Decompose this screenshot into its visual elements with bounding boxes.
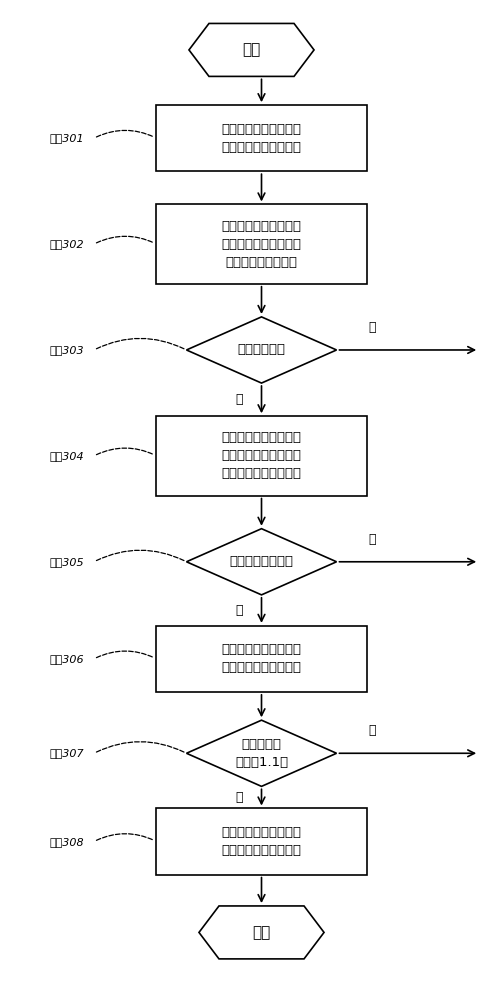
- Text: 变桨控制器通过通信控
制充电器输出，并根据
能量守恒计算充电电流: 变桨控制器通过通信控 制充电器输出，并根据 能量守恒计算充电电流: [221, 431, 301, 480]
- Text: 暂停充电输出，等待电
压下降至额定电压以下: 暂停充电输出，等待电 压下降至额定电压以下: [221, 826, 301, 857]
- Text: 否: 否: [368, 533, 376, 546]
- FancyArrowPatch shape: [97, 834, 154, 840]
- Text: 是: 是: [235, 604, 243, 617]
- Text: 变桨控制器检测超级电
容电压最小値，判断超
级电容电压是否波动: 变桨控制器检测超级电 容电压最小値，判断超 级电容电压是否波动: [221, 220, 301, 269]
- Text: 变桨控制器检测超级电
容电压，并计算方差値: 变桨控制器检测超级电 容电压，并计算方差値: [221, 123, 301, 154]
- FancyArrowPatch shape: [97, 130, 154, 137]
- Text: 步骤306: 步骤306: [49, 654, 83, 664]
- Text: 否: 否: [368, 724, 376, 737]
- FancyArrowPatch shape: [97, 236, 154, 243]
- Text: 电压値大于
额定偡1.1倍: 电压値大于 额定偡1.1倍: [235, 738, 288, 769]
- Text: 步骤303: 步骤303: [49, 345, 83, 355]
- Text: 步骤307: 步骤307: [49, 748, 83, 758]
- Text: 步骤302: 步骤302: [49, 239, 83, 249]
- FancyArrowPatch shape: [97, 448, 154, 455]
- Text: 开始: 开始: [242, 42, 261, 57]
- Text: 电压发生波动: 电压发生波动: [237, 343, 286, 356]
- Text: 电流値在正常范围: 电流値在正常范围: [229, 555, 294, 568]
- FancyArrowPatch shape: [97, 550, 184, 561]
- FancyArrowPatch shape: [97, 742, 184, 752]
- Text: 步骤301: 步骤301: [49, 133, 83, 143]
- FancyArrowPatch shape: [97, 651, 154, 658]
- FancyArrowPatch shape: [97, 338, 184, 349]
- Text: 充电器执行计算的充电
电流，为电机提供能量: 充电器执行计算的充电 电流，为电机提供能量: [221, 643, 301, 674]
- Text: 步骤308: 步骤308: [49, 837, 83, 847]
- Text: 步骤305: 步骤305: [49, 557, 83, 567]
- Text: 结束: 结束: [253, 925, 271, 940]
- Text: 步骤304: 步骤304: [49, 451, 83, 461]
- Text: 是: 是: [235, 393, 243, 406]
- Text: 是: 是: [235, 791, 243, 804]
- Text: 否: 否: [368, 321, 376, 334]
